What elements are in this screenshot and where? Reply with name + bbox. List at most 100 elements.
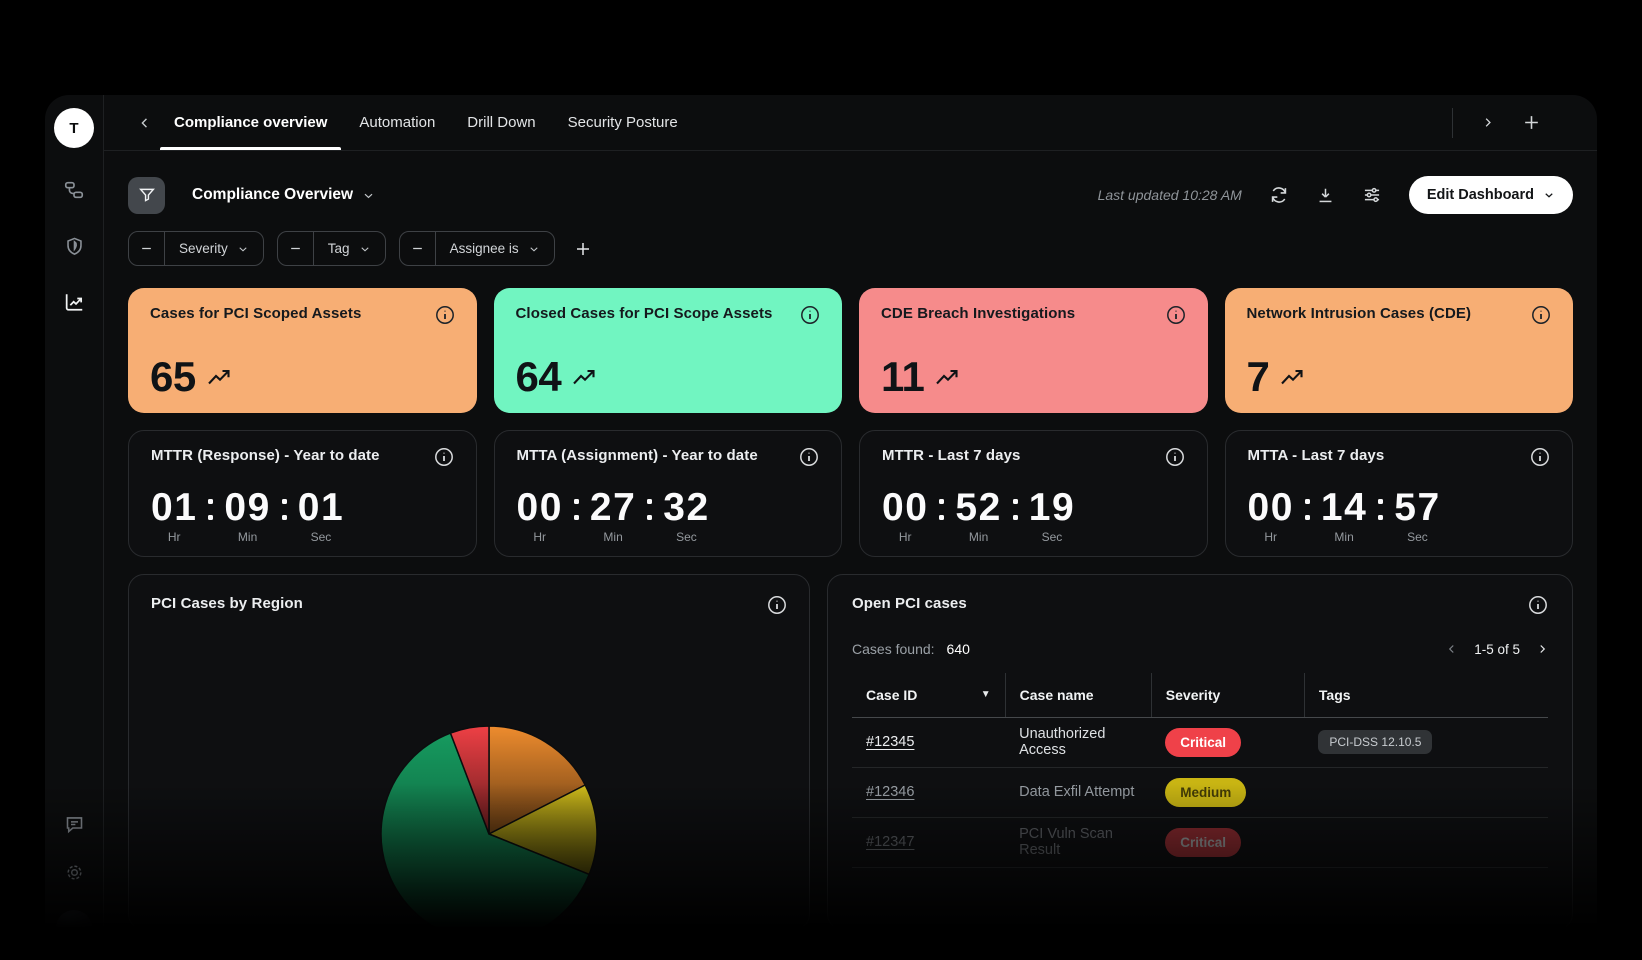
timer-unit-label: Sec bbox=[1407, 530, 1428, 544]
case-id-link[interactable]: #12345 bbox=[866, 734, 915, 750]
kpi-card[interactable]: Network Intrusion Cases (CDE) 7 bbox=[1224, 288, 1573, 413]
open-cases-card: Open PCI cases Cases found: 640 1-5 of 5 bbox=[827, 574, 1573, 930]
comment-icon[interactable] bbox=[62, 812, 86, 836]
info-icon[interactable] bbox=[799, 447, 819, 467]
trend-up-icon bbox=[935, 368, 959, 397]
case-id-link[interactable]: #12347 bbox=[866, 834, 915, 850]
case-name: PCI Vuln Scan Result bbox=[1005, 817, 1152, 868]
next-page-chevron-icon[interactable] bbox=[1536, 643, 1548, 655]
remove-filter-icon[interactable] bbox=[400, 232, 436, 265]
column-header-severity[interactable]: Severity bbox=[1151, 673, 1305, 718]
timer-colon bbox=[1304, 488, 1310, 520]
kpi-value: 11 bbox=[881, 353, 925, 401]
remove-filter-icon[interactable] bbox=[129, 232, 165, 265]
shield-icon[interactable] bbox=[62, 234, 86, 258]
table-header-row: Case ID ▼ Case name Severity Tags bbox=[852, 673, 1548, 718]
column-header-case-id[interactable]: Case ID ▼ bbox=[852, 673, 1006, 718]
add-tab-icon[interactable] bbox=[1522, 113, 1541, 132]
timer-card: MTTR (Response) - Year to date 01 Hr 09 Min 0… bbox=[128, 430, 477, 557]
info-icon[interactable] bbox=[1528, 595, 1548, 615]
info-icon[interactable] bbox=[767, 595, 787, 615]
trend-up-icon bbox=[1280, 368, 1304, 397]
user-avatar[interactable] bbox=[56, 910, 92, 946]
case-id-link[interactable]: #12346 bbox=[866, 784, 915, 800]
info-icon[interactable] bbox=[800, 305, 820, 325]
timer-card: MTTA - Last 7 days 00 Hr 14 Min 57 Sec bbox=[1224, 430, 1573, 557]
tab-drill-down[interactable]: Drill Down bbox=[467, 114, 536, 131]
info-icon[interactable] bbox=[1531, 305, 1551, 325]
tab-compliance-overview[interactable]: Compliance overview bbox=[159, 95, 342, 150]
pagination-text: 1-5 of 5 bbox=[1474, 641, 1520, 657]
filter-label[interactable]: Assignee is bbox=[436, 241, 554, 256]
cases-found-value: 640 bbox=[946, 641, 970, 657]
timer-unit-label: Hr bbox=[533, 530, 547, 544]
timer-colon bbox=[208, 488, 214, 520]
pie-chart bbox=[380, 725, 599, 929]
table-row[interactable]: #12347 PCI Vuln Scan Result Critical bbox=[852, 817, 1548, 868]
last-updated-text: Last updated 10:28 AM bbox=[1097, 187, 1242, 203]
timer-digits: 57 bbox=[1394, 486, 1441, 529]
timer-title: MTTR - Last 7 days bbox=[882, 447, 1021, 464]
app-window: T bbox=[45, 95, 1597, 960]
timer-unit-label: Min bbox=[968, 530, 989, 544]
timer-digits: 27 bbox=[589, 486, 637, 529]
add-filter-icon[interactable] bbox=[574, 240, 592, 258]
kpi-title: CDE Breach Investigations bbox=[881, 305, 1076, 322]
sidebar-bottom bbox=[56, 812, 92, 946]
next-chevron-icon[interactable] bbox=[1481, 116, 1494, 129]
timer-card: MTTR - Last 7 days 00 Hr 52 Min 19 Sec bbox=[859, 430, 1208, 557]
timer-unit-label: Min bbox=[237, 530, 258, 544]
timer-unit-label: Sec bbox=[676, 530, 697, 544]
topbar-right bbox=[1452, 107, 1541, 138]
timer-digits: 00 bbox=[1247, 486, 1294, 529]
topbar-divider bbox=[1452, 107, 1453, 138]
main-column: Compliance overview Automation Drill Down S… bbox=[104, 95, 1597, 960]
info-icon[interactable] bbox=[1165, 447, 1185, 467]
kpi-card[interactable]: CDE Breach Investigations 11 bbox=[859, 288, 1208, 413]
table-row[interactable]: #12346 Data Exfil Attempt Medium bbox=[852, 767, 1548, 818]
dashboard-title-dropdown[interactable]: Compliance Overview bbox=[192, 186, 375, 204]
prev-page-chevron-icon[interactable] bbox=[1446, 643, 1458, 655]
timer-unit-label: Hr bbox=[898, 530, 912, 544]
kpi-card[interactable]: Closed Cases for PCI Scope Assets 64 bbox=[493, 288, 842, 413]
tab-automation[interactable]: Automation bbox=[359, 114, 436, 131]
case-name: Data Exfil Attempt bbox=[1005, 767, 1152, 818]
timer-card: MTTA (Assignment) - Year to date 00 Hr 27 Mi… bbox=[493, 430, 842, 557]
kpi-card[interactable]: Cases for PCI Scoped Assets 65 bbox=[128, 288, 477, 413]
cases-table: Case ID ▼ Case name Severity Tags #12345 Unau… bbox=[852, 673, 1548, 868]
filter-pill-assignee-is: Assignee is bbox=[398, 231, 555, 266]
kpi-title: Network Intrusion Cases (CDE) bbox=[1246, 305, 1472, 322]
column-header-case-name[interactable]: Case name bbox=[1005, 673, 1152, 718]
timer-colon bbox=[1378, 488, 1384, 520]
analytics-icon[interactable] bbox=[62, 290, 86, 314]
severity-badge: Medium bbox=[1165, 777, 1247, 807]
table-row[interactable]: #12345 Unauthorized Access Critical PCI-DSS… bbox=[852, 717, 1548, 768]
filter-funnel-button[interactable] bbox=[128, 176, 165, 214]
column-header-tags[interactable]: Tags bbox=[1304, 673, 1548, 718]
remove-filter-icon[interactable] bbox=[278, 232, 314, 265]
info-icon[interactable] bbox=[434, 447, 454, 467]
sliders-icon[interactable] bbox=[1362, 185, 1382, 205]
sort-desc-icon[interactable]: ▼ bbox=[980, 689, 991, 701]
edit-dashboard-button[interactable]: Edit Dashboard bbox=[1408, 176, 1573, 214]
timer-digits: 01 bbox=[151, 486, 198, 529]
tab-security-posture[interactable]: Security Posture bbox=[567, 114, 678, 131]
filter-label[interactable]: Tag bbox=[314, 241, 385, 256]
settings-icon[interactable] bbox=[62, 860, 86, 884]
back-chevron-icon[interactable] bbox=[138, 116, 152, 130]
table-body: #12345 Unauthorized Access Critical PCI-DSS… bbox=[852, 717, 1548, 868]
sidebar-nav bbox=[62, 178, 86, 314]
workflow-icon[interactable] bbox=[62, 178, 86, 202]
refresh-icon[interactable] bbox=[1269, 185, 1289, 205]
info-icon[interactable] bbox=[435, 305, 455, 325]
tenant-avatar[interactable]: T bbox=[54, 108, 94, 148]
download-icon[interactable] bbox=[1316, 186, 1335, 205]
info-icon[interactable] bbox=[1530, 447, 1550, 467]
info-icon[interactable] bbox=[1166, 305, 1186, 325]
timer-title: MTTA (Assignment) - Year to date bbox=[516, 447, 758, 464]
timer-digits: 52 bbox=[955, 486, 1002, 529]
timer-title: MTTR (Response) - Year to date bbox=[151, 447, 380, 464]
kpi-value: 7 bbox=[1246, 353, 1270, 401]
filter-label[interactable]: Severity bbox=[165, 241, 263, 256]
table-card-title: Open PCI cases bbox=[852, 595, 967, 612]
